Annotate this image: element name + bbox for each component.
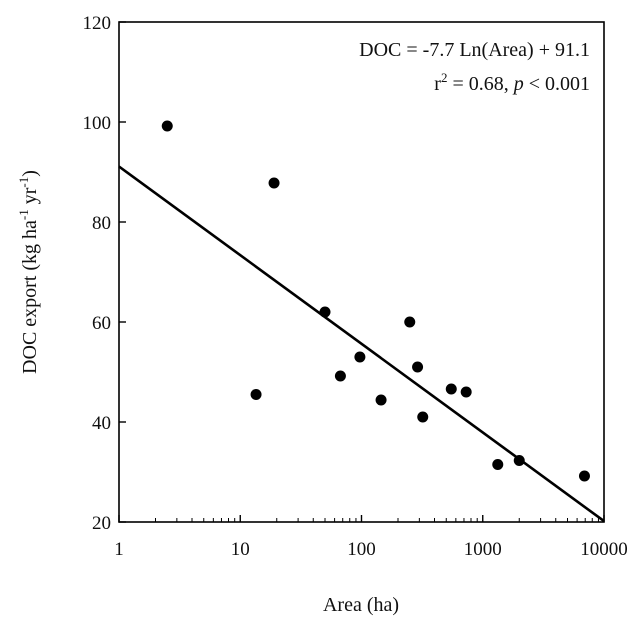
y-tick-label: 60 <box>92 313 111 334</box>
y-tick-label: 20 <box>92 513 111 534</box>
x-tick-label: 10000 <box>580 539 628 560</box>
y-tick-label: 40 <box>92 413 111 434</box>
data-point <box>354 351 366 363</box>
data-point <box>375 394 387 406</box>
x-tick-label: 1000 <box>464 539 502 560</box>
data-point <box>578 470 590 482</box>
data-point <box>445 383 457 395</box>
data-point <box>268 177 280 189</box>
data-points <box>161 120 590 482</box>
x-tick-label: 10 <box>231 539 250 560</box>
y-tick-label: 120 <box>83 13 112 34</box>
y-axis-label: DOC export (kg ha-1 yr-1) <box>16 170 41 374</box>
y-axis-ticks: 20 40 60 80 100 120 <box>83 13 126 534</box>
data-point <box>161 120 173 132</box>
data-point <box>492 459 504 470</box>
data-point <box>417 411 429 423</box>
data-point <box>460 386 472 398</box>
x-axis-ticks: 1 10 100 1000 10000 <box>114 515 628 560</box>
data-point <box>412 361 424 373</box>
plot-frame <box>118 21 605 523</box>
data-point <box>334 370 346 382</box>
x-tick-label: 100 <box>347 539 376 560</box>
data-point <box>319 306 331 318</box>
data-point <box>513 455 525 466</box>
y-tick-label: 100 <box>83 113 112 134</box>
y-tick-label: 80 <box>92 213 111 234</box>
equation-annotation: DOC = -7.7 Ln(Area) + 91.1 <box>359 39 590 61</box>
trendline <box>118 165 605 523</box>
x-axis-label: Area (ha) <box>323 594 399 616</box>
data-point <box>404 316 416 328</box>
x-tick-label: 1 <box>114 539 124 560</box>
r2-annotation: r2 = 0.68, p < 0.001 <box>434 70 590 95</box>
data-point <box>250 389 262 400</box>
